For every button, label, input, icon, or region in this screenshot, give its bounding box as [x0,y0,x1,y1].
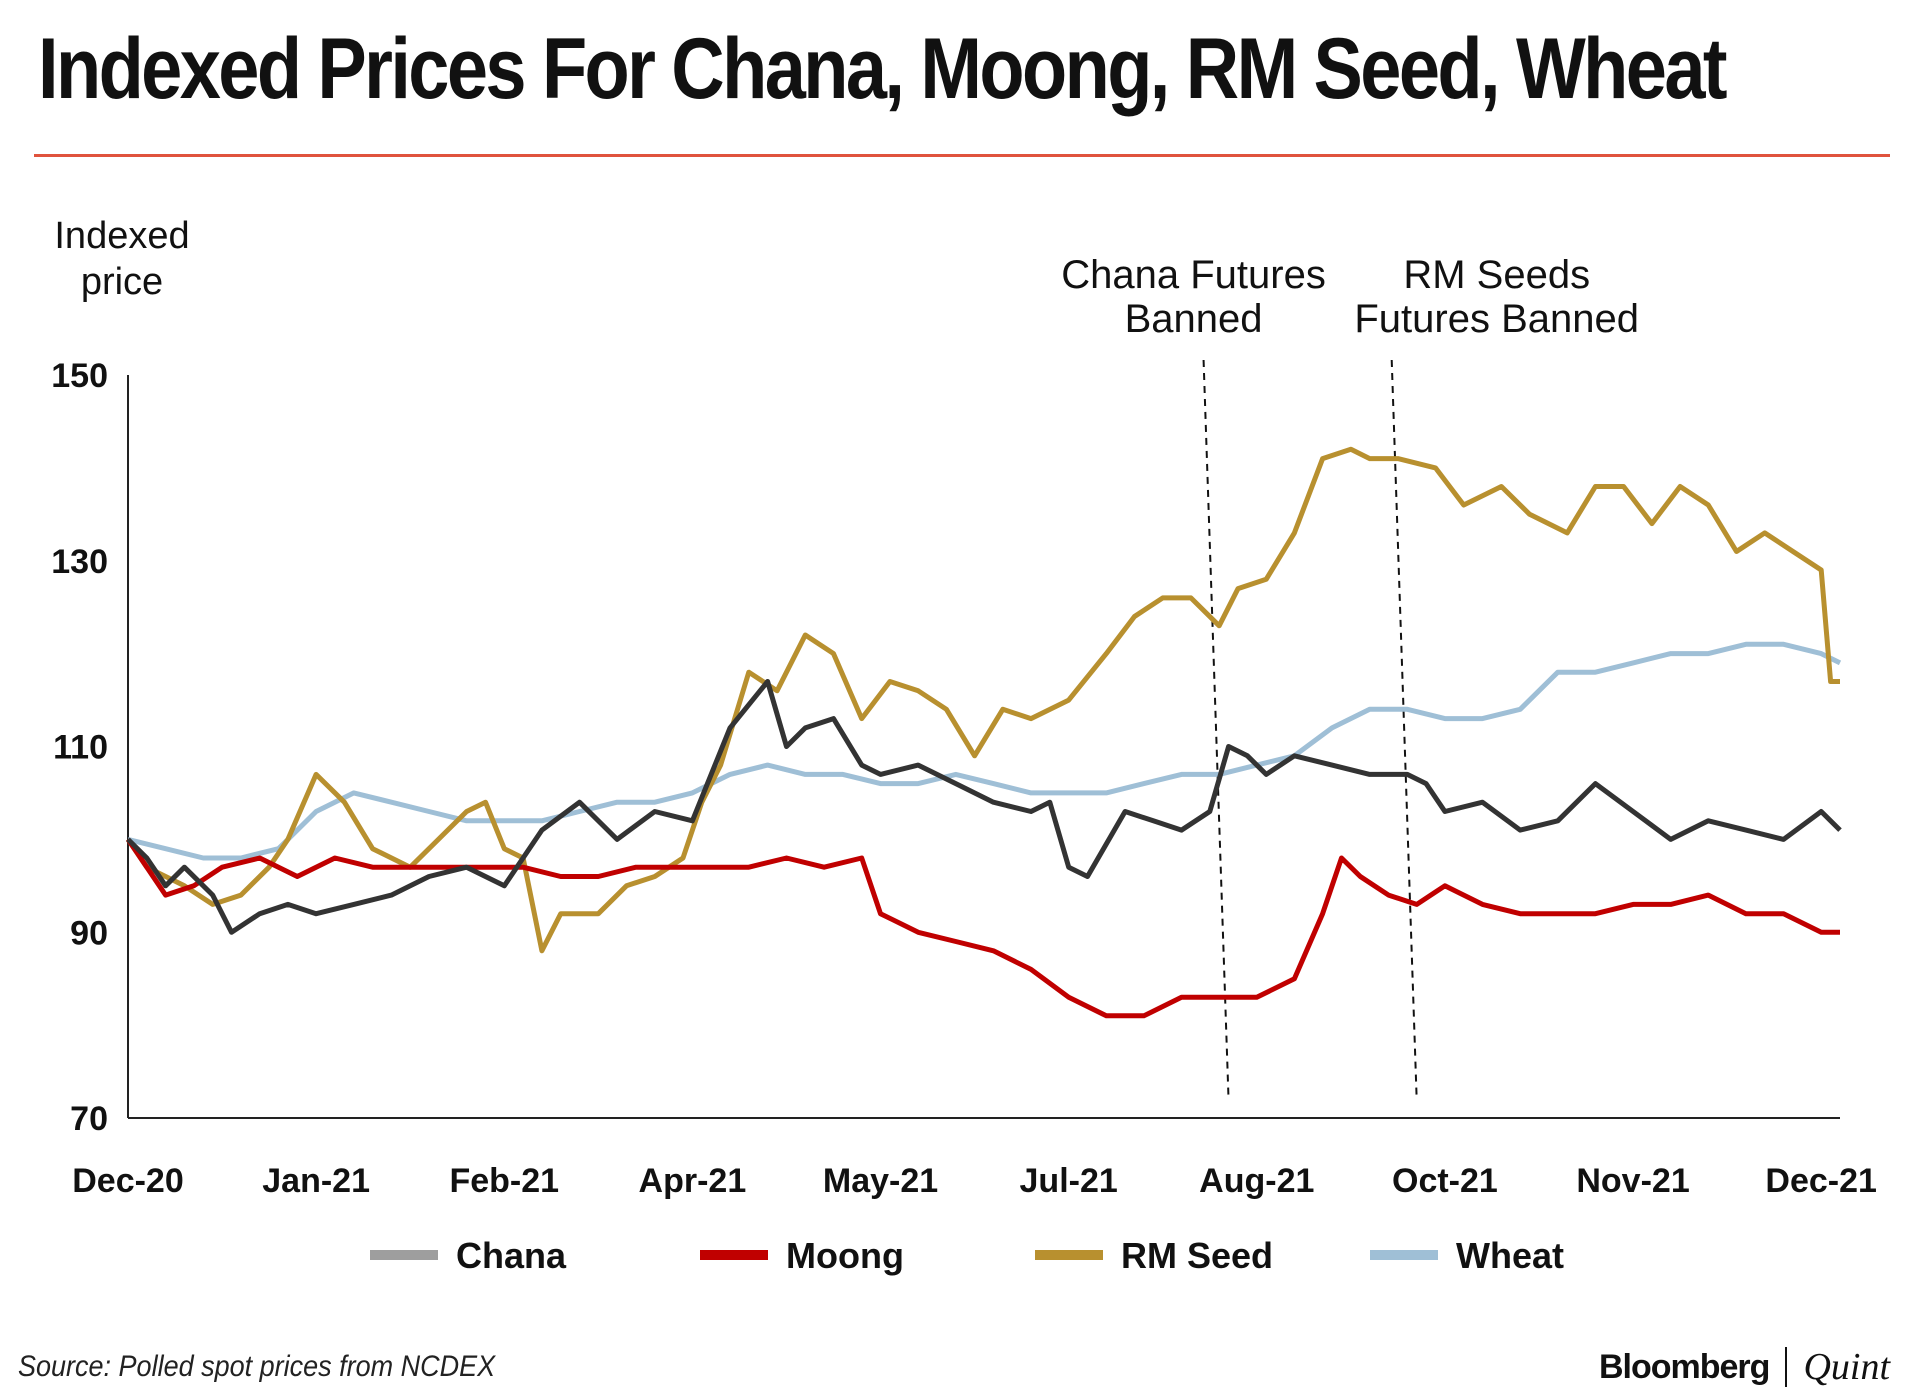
y-tick-label: 150 [51,357,108,395]
annotation-line [1390,359,1418,1101]
y-tick-label: 110 [53,729,108,767]
annotation-line [1202,359,1230,1101]
annotation-label: Chana Futures [1061,253,1326,297]
x-tick-label: Dec-20 [72,1162,184,1200]
legend-label: RM Seed [1121,1235,1273,1276]
brand-separator [1785,1347,1788,1387]
y-tick-label: 90 [70,914,108,952]
annotation-label: Futures Banned [1354,297,1639,341]
x-tick-label: May-21 [823,1162,938,1200]
series-line-rm-seed [125,446,1840,954]
legend-swatch [1370,1250,1438,1260]
x-tick-label: Dec-21 [1765,1162,1877,1200]
x-tick-label: Apr-21 [639,1162,747,1200]
legend-label: Chana [456,1235,567,1276]
chart-title: Indexed Prices For Chana, Moong, RM Seed… [38,21,1728,117]
brand-name: Bloomberg [1598,1347,1770,1386]
legend-label: Moong [786,1235,904,1276]
x-tick-label: Oct-21 [1392,1162,1498,1200]
legend-swatch [1035,1250,1103,1260]
y-axis-label-line1: Indexed [54,215,189,257]
source-note: Source: Polled spot prices from NCDEX [18,1350,496,1383]
legend-swatch [370,1250,438,1260]
y-tick-label: 130 [51,543,108,581]
legend-label: Wheat [1456,1235,1564,1276]
series-line-moong [125,837,1840,1019]
x-tick-label: Jul-21 [1020,1162,1118,1200]
x-tick-label: Nov-21 [1576,1162,1689,1200]
series-line-chana [126,679,1842,935]
x-tick-label: Aug-21 [1199,1162,1314,1200]
x-tick-label: Feb-21 [449,1162,559,1200]
title-divider [34,154,1890,157]
y-axis-label-line2: price [81,261,163,303]
legend-swatch [700,1250,768,1260]
brand-logo: Bloomberg Quint [1599,1345,1890,1389]
series-line-wheat [127,641,1842,861]
x-tick-label: Jan-21 [262,1162,370,1200]
annotation-label: RM Seeds [1403,253,1590,297]
annotation-label: Banned [1125,297,1263,341]
brand-partner: Quint [1803,1346,1890,1388]
y-tick-label: 70 [70,1100,108,1138]
